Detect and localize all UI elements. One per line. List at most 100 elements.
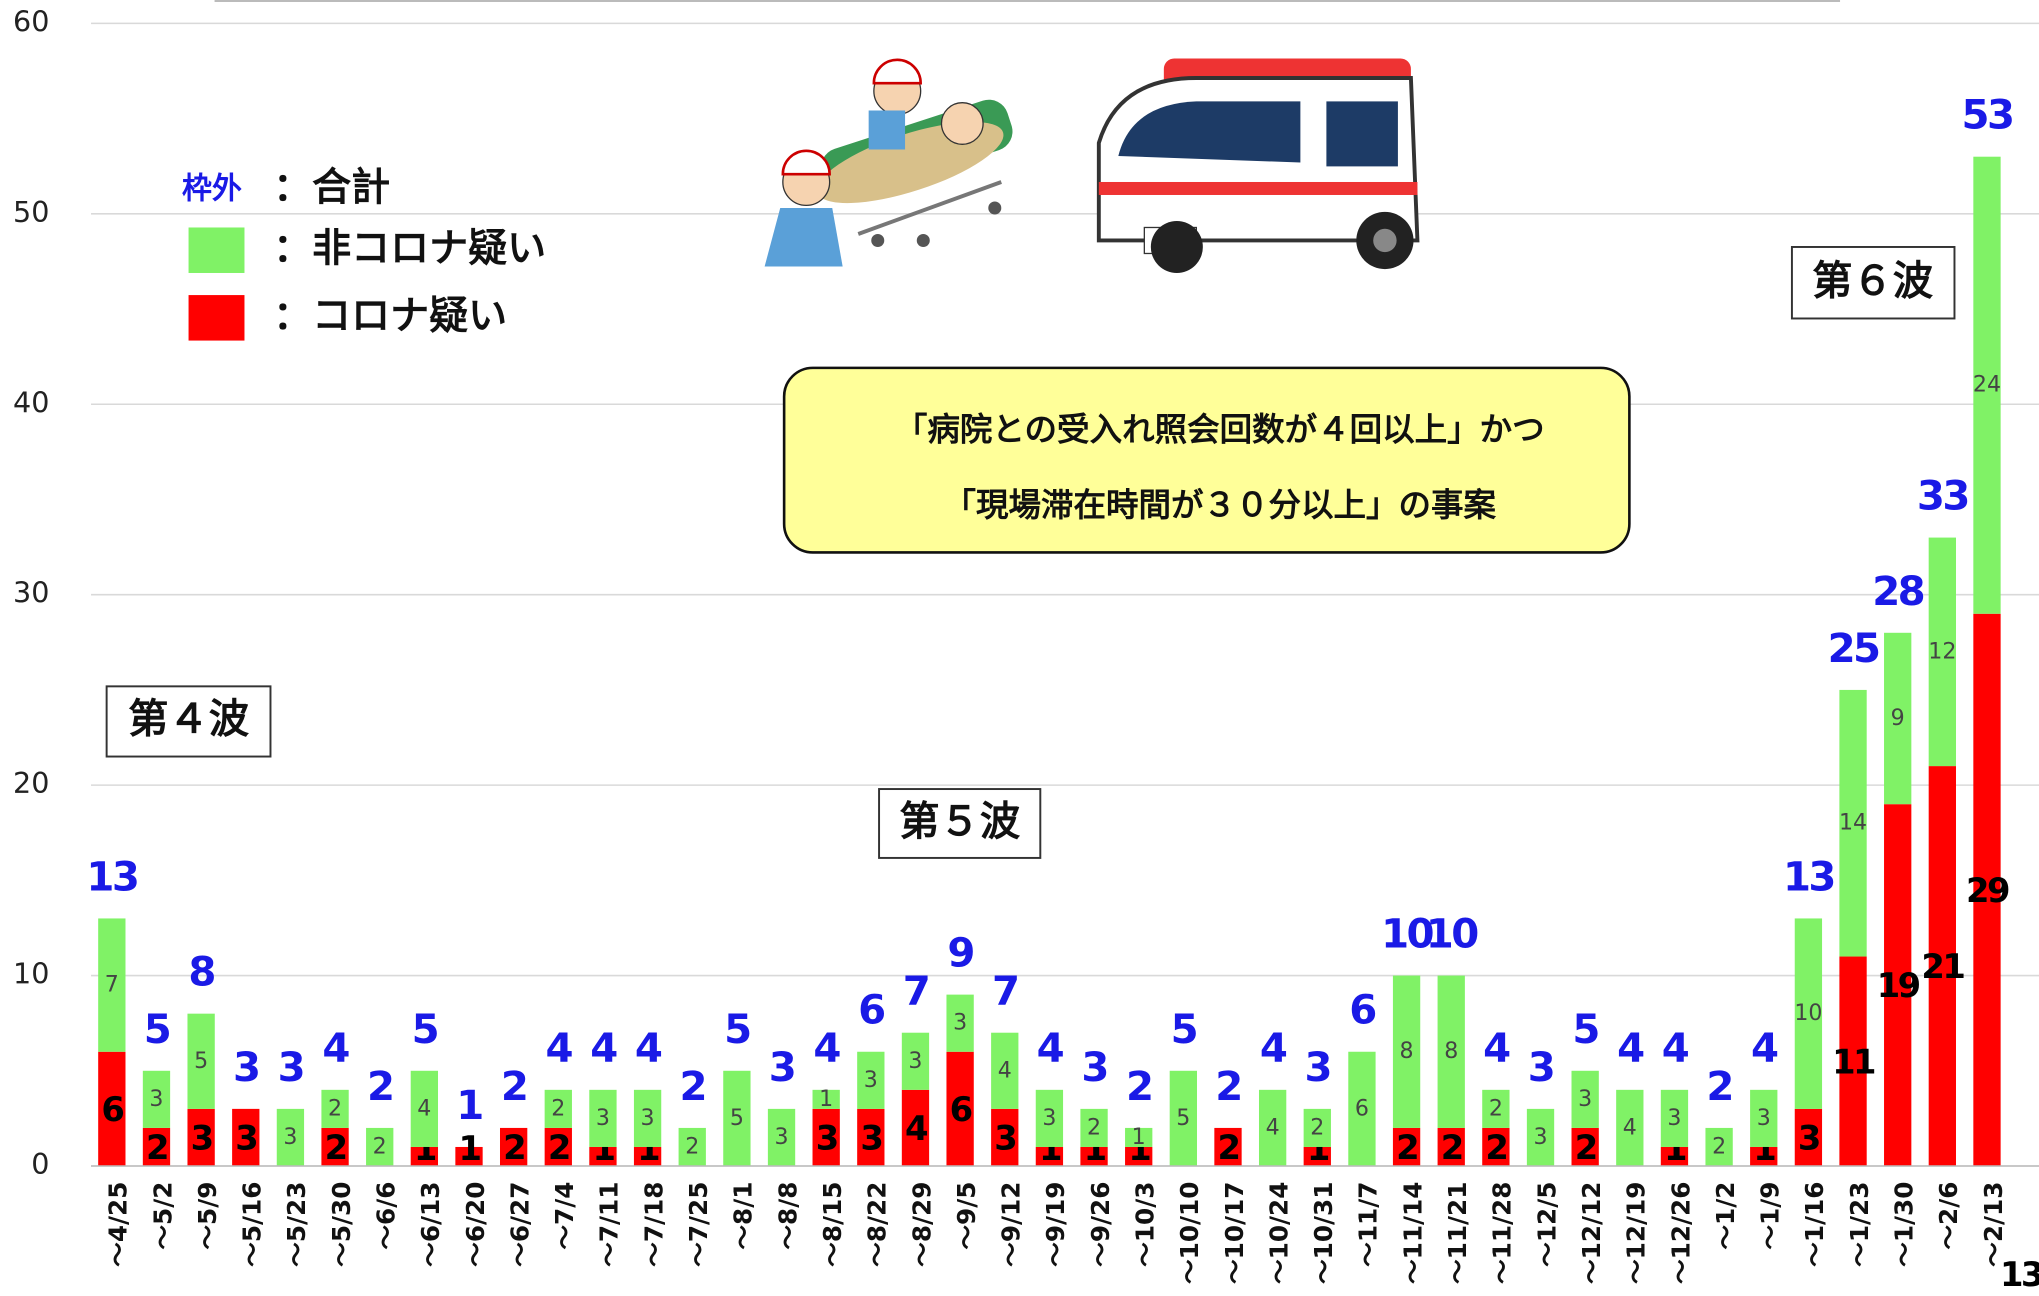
total-label: 33 xyxy=(1917,473,1968,520)
bar-segment xyxy=(455,1146,483,1167)
bar-segment xyxy=(142,1127,171,1167)
x-tick-label: ～11/14 xyxy=(1398,1182,1427,1284)
bar-segment xyxy=(1884,632,1912,805)
segment-label: 19 xyxy=(1877,966,1920,1005)
segment-label: 3 xyxy=(953,1010,967,1036)
bar-segment xyxy=(1482,1089,1510,1128)
segment-label: 1 xyxy=(1132,1124,1146,1150)
segment-label: 2 xyxy=(325,1128,346,1167)
bar-segment xyxy=(1214,1127,1242,1167)
segment-label: 4 xyxy=(417,1095,431,1121)
x-tick-label: ～1/2 xyxy=(1711,1182,1740,1250)
segment-label: 11 xyxy=(1832,1042,1875,1081)
segment-label: 3 xyxy=(283,1124,297,1150)
segment-label: 3 xyxy=(1798,1119,1819,1158)
segment-label: 2 xyxy=(1396,1128,1417,1167)
total-label: 2 xyxy=(680,1063,705,1110)
x-tick-label: ～10/24 xyxy=(1264,1182,1293,1284)
bar-segment xyxy=(1035,1089,1064,1147)
segment-label: 4 xyxy=(1623,1114,1637,1140)
x-tick-label: ～9/12 xyxy=(997,1182,1026,1267)
bar-segment xyxy=(901,1032,930,1090)
y-tick-label: 30 xyxy=(13,576,49,610)
bar-segment xyxy=(723,1070,751,1167)
bar-segment xyxy=(946,1051,974,1167)
total-label: 4 xyxy=(1037,1025,1064,1072)
segment-label: 3 xyxy=(1667,1105,1681,1131)
x-tick-label: ～8/15 xyxy=(818,1182,847,1267)
x-tick-label: ～5/16 xyxy=(238,1182,267,1267)
x-tick-label: ～8/8 xyxy=(773,1182,802,1250)
y-tick-label: 0 xyxy=(31,1147,49,1181)
total-label: 2 xyxy=(1706,1063,1731,1110)
segment-label: 3 xyxy=(1042,1105,1056,1131)
x-tick-label: ～9/26 xyxy=(1086,1182,1115,1267)
x-tick-label: ～12/26 xyxy=(1666,1182,1695,1284)
total-label: 4 xyxy=(635,1025,662,1072)
x-tick-label: ～4/25 xyxy=(104,1182,133,1267)
x-tick-label: ～7/4 xyxy=(550,1182,579,1250)
total-label: 10 xyxy=(1426,911,1478,958)
segment-label: 3 xyxy=(596,1105,610,1131)
segment-label: 3 xyxy=(994,1119,1015,1158)
total-label: 4 xyxy=(322,1025,349,1072)
x-tick-label: ～1/16 xyxy=(1800,1182,1829,1267)
total-label: 4 xyxy=(590,1025,617,1072)
x-tick-label: ～6/27 xyxy=(505,1182,534,1267)
note-line: 「病院との受入れ照会回数が４回以上」かつ xyxy=(895,411,1545,449)
bar-segment xyxy=(1973,613,2001,1167)
y-tick-label: 60 xyxy=(13,4,49,38)
segment-label: 1 xyxy=(819,1086,833,1112)
bar-segment xyxy=(232,1108,260,1167)
x-tick-label: ～6/13 xyxy=(416,1182,445,1267)
x-tick-label: ～2/13 xyxy=(1979,1182,2008,1267)
total-label: 5 xyxy=(724,1006,750,1053)
bar-segment xyxy=(1080,1108,1108,1147)
total-label: 4 xyxy=(1260,1025,1287,1072)
bar-segment xyxy=(98,1051,126,1167)
bar-segment xyxy=(321,1127,349,1167)
legend-separator: ： xyxy=(273,226,312,271)
bar-segment xyxy=(633,1089,662,1147)
y-tick-label: 10 xyxy=(13,957,49,991)
bar-segment xyxy=(1348,1051,1376,1167)
wave-label: 第５波 xyxy=(899,798,1021,845)
segment-label: 5 xyxy=(194,1048,208,1074)
segment-label: 2 xyxy=(1485,1128,1506,1167)
segment-label: 21 xyxy=(1921,947,1964,986)
bar-segment xyxy=(857,1108,885,1167)
total-label: 2 xyxy=(1126,1063,1151,1110)
segment-label: 2 xyxy=(1575,1128,1596,1167)
x-tick-label: ～1/9 xyxy=(1756,1182,1785,1250)
bar-segment xyxy=(812,1108,840,1167)
segment-label: 2 xyxy=(503,1128,524,1167)
total-label: 4 xyxy=(1662,1025,1689,1072)
segment-label: 3 xyxy=(816,1119,837,1158)
total-label: 4 xyxy=(1483,1025,1510,1072)
x-tick-label: ～9/5 xyxy=(952,1182,981,1250)
wave-box xyxy=(105,685,272,758)
segment-label: 2 xyxy=(373,1133,387,1159)
segment-label: 9 xyxy=(1891,705,1905,731)
segment-label: 5 xyxy=(730,1105,744,1131)
segment-label: 4 xyxy=(905,1109,927,1148)
bar-segment xyxy=(142,1070,171,1128)
segment-label: 2 xyxy=(1441,1128,1462,1167)
bar-segment xyxy=(499,1127,528,1167)
total-label: 13 xyxy=(86,853,137,900)
bar-segment xyxy=(1169,1070,1198,1167)
bar-segment xyxy=(1482,1127,1510,1167)
segment-label: 2 xyxy=(1489,1095,1503,1121)
bar-segment xyxy=(1571,1070,1599,1128)
bar-segment xyxy=(1035,1146,1064,1167)
total-label: 6 xyxy=(858,987,884,1034)
segment-label: 2 xyxy=(328,1095,342,1121)
legend-separator: ： xyxy=(273,294,312,339)
segment-label: 12 xyxy=(1928,638,1956,664)
bar-segment xyxy=(1839,956,1867,1167)
bar-segment xyxy=(1303,1108,1331,1147)
x-tick-label: ～5/23 xyxy=(282,1182,311,1267)
segment-label: 2 xyxy=(1712,1133,1726,1159)
segment-label: 2 xyxy=(551,1095,565,1121)
